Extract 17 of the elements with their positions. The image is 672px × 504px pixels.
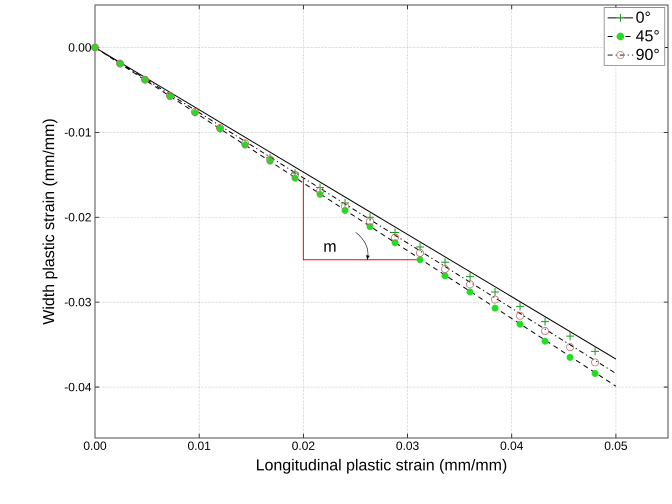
x-tick-label: 0.04 [500,442,524,450]
annotation: m [324,243,336,252]
x-tick-label: 0.05 [604,442,628,450]
y-tick-label: -0.02 [64,213,91,222]
y-tick-label: -0.04 [64,382,92,392]
legend-label: 0° [636,12,650,23]
x-tick-label: 0.03 [396,442,419,450]
y-tick-label: -0.01 [64,128,91,137]
x-axis-title: Longitudinal plastic strain (mm/mm) [257,458,506,474]
y-tick-label: 0.00 [68,43,92,52]
legend-label: 45° [636,30,659,42]
y-axis-title: Width plastic strain (mm/mm) [42,119,58,325]
x-tick-label: 0.00 [84,442,106,450]
x-tick-label: 0.02 [292,442,314,450]
y-tick-label: -0.03 [64,298,91,306]
x-tick-label: 0.01 [188,442,210,450]
legend-label: 90° [636,48,659,60]
